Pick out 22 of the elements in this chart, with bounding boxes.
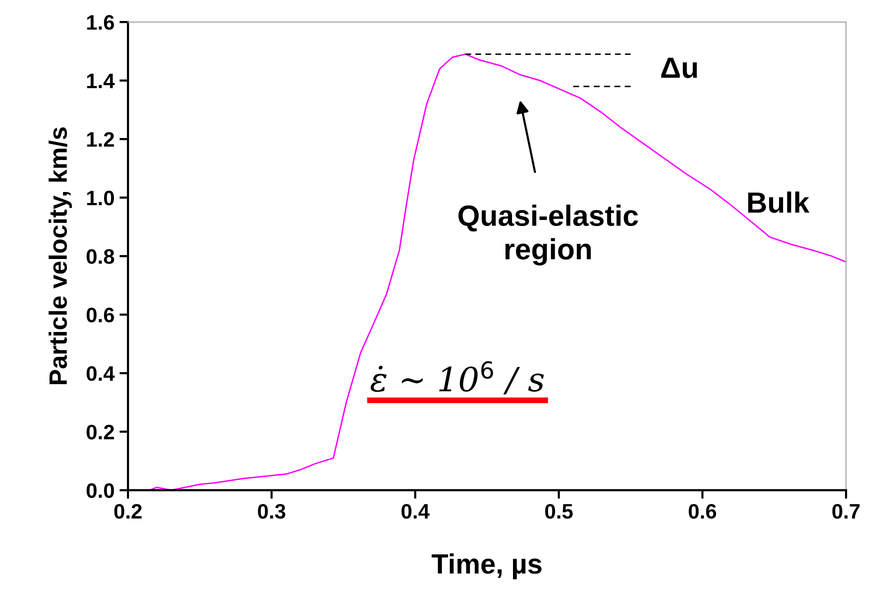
- y-tick-label: 0.2: [86, 424, 114, 440]
- y-tick-label: 1.4: [87, 74, 115, 88]
- x-tick-label: 0.7: [832, 504, 860, 519]
- x-tick-label: 0.6: [688, 504, 716, 519]
- x-tick-label: 0.2: [114, 504, 142, 519]
- annotation: Bulk: [748, 191, 810, 213]
- line-series: [148, 54, 846, 490]
- x-tick-label: 0.5: [545, 504, 573, 519]
- annotation: Δu: [661, 58, 697, 78]
- y-axis-title: Particle velocity, km/s: [48, 127, 72, 384]
- y-tick-label: 1.2: [87, 132, 114, 147]
- x-tick-label: 0.3: [258, 504, 286, 519]
- y-tick-label: 0.6: [86, 308, 114, 322]
- x-axis-title: Time, µs: [432, 553, 542, 580]
- y-tick-label: 0.4: [86, 366, 115, 381]
- y-tick-label: 0.8: [86, 249, 114, 264]
- y-tick-label: 1.0: [87, 190, 114, 206]
- y-tick-label: 0.0: [86, 483, 114, 498]
- y-tick-label: 1.6: [87, 15, 114, 30]
- annotation: ε̇ ~ 10$^{6}$ / s: [370, 361, 544, 394]
- x-tick-label: 0.4: [402, 504, 430, 519]
- annotation: Quasi-elastic region: [458, 204, 638, 266]
